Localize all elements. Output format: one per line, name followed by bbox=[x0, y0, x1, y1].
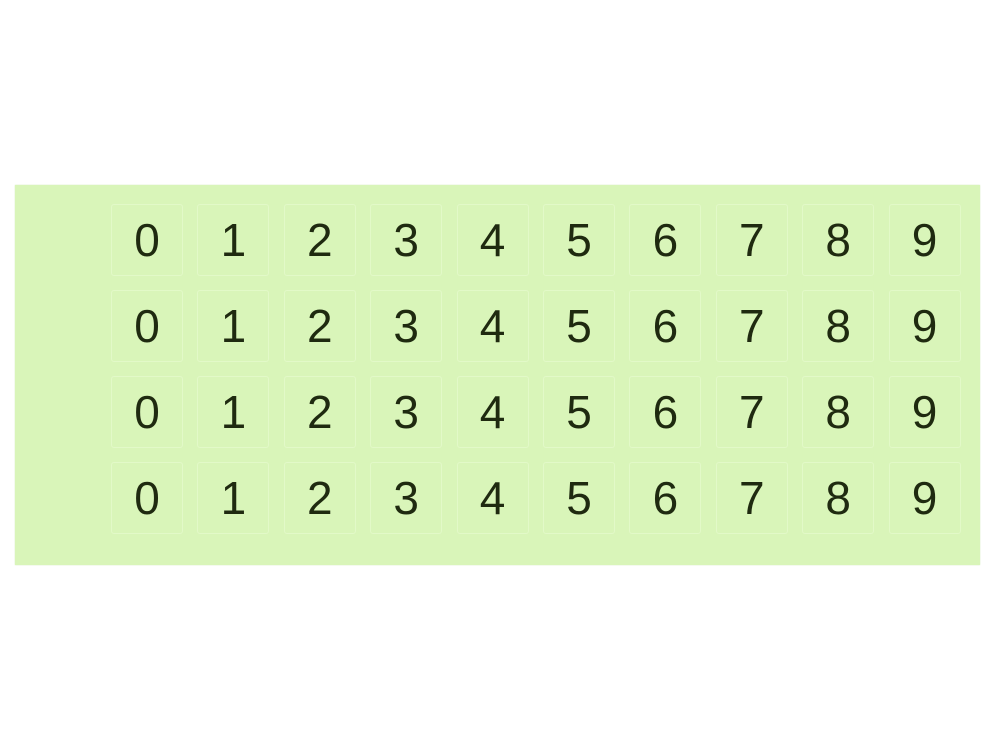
digit-sticker: 3 bbox=[370, 204, 443, 276]
digit-sticker: 5 bbox=[543, 462, 615, 534]
digit-sticker: 8 bbox=[802, 204, 875, 276]
digit-sticker: 7 bbox=[715, 290, 788, 362]
digit-sticker: 9 bbox=[888, 204, 961, 276]
digit-sticker: 8 bbox=[802, 290, 875, 362]
digit-sticker: 4 bbox=[456, 376, 529, 448]
digit-sticker: 1 bbox=[197, 376, 270, 448]
digit-sticker: 7 bbox=[715, 462, 788, 534]
digit-sticker: 7 bbox=[715, 376, 788, 448]
digit-sticker: 1 bbox=[197, 462, 270, 534]
digit-sticker: 5 bbox=[543, 204, 615, 276]
digit-sticker: 1 bbox=[197, 204, 270, 276]
digit-sticker: 9 bbox=[888, 376, 961, 448]
digit-sticker: 1 bbox=[197, 290, 270, 362]
digit-sticker: 2 bbox=[283, 462, 356, 534]
digit-sticker: 0 bbox=[111, 290, 183, 362]
digit-sticker: 9 bbox=[888, 462, 961, 534]
digit-sticker: 2 bbox=[283, 290, 356, 362]
digit-sticker: 3 bbox=[370, 376, 443, 448]
digit-sticker: 8 bbox=[802, 376, 875, 448]
digit-sticker: 0 bbox=[111, 204, 183, 276]
digit-sticker: 9 bbox=[888, 290, 961, 362]
digit-sticker: 4 bbox=[456, 204, 529, 276]
digit-sticker: 3 bbox=[370, 290, 443, 362]
digit-sticker: 2 bbox=[283, 376, 356, 448]
digit-sticker: 5 bbox=[543, 376, 615, 448]
digit-sticker: 0 bbox=[111, 462, 183, 534]
digit-sticker: 3 bbox=[370, 462, 443, 534]
digit-sticker: 6 bbox=[629, 204, 702, 276]
digit-sticker: 8 bbox=[802, 462, 875, 534]
digit-sticker: 6 bbox=[629, 290, 702, 362]
digit-sticker: 6 bbox=[629, 376, 702, 448]
digit-sticker: 2 bbox=[283, 204, 356, 276]
digit-sticker: 0 bbox=[111, 376, 183, 448]
digit-sticker: 4 bbox=[456, 290, 529, 362]
digit-sticker: 4 bbox=[456, 462, 529, 534]
digit-sticker: 5 bbox=[543, 290, 615, 362]
digit-sticker: 6 bbox=[629, 462, 702, 534]
digit-sticker: 7 bbox=[715, 204, 788, 276]
